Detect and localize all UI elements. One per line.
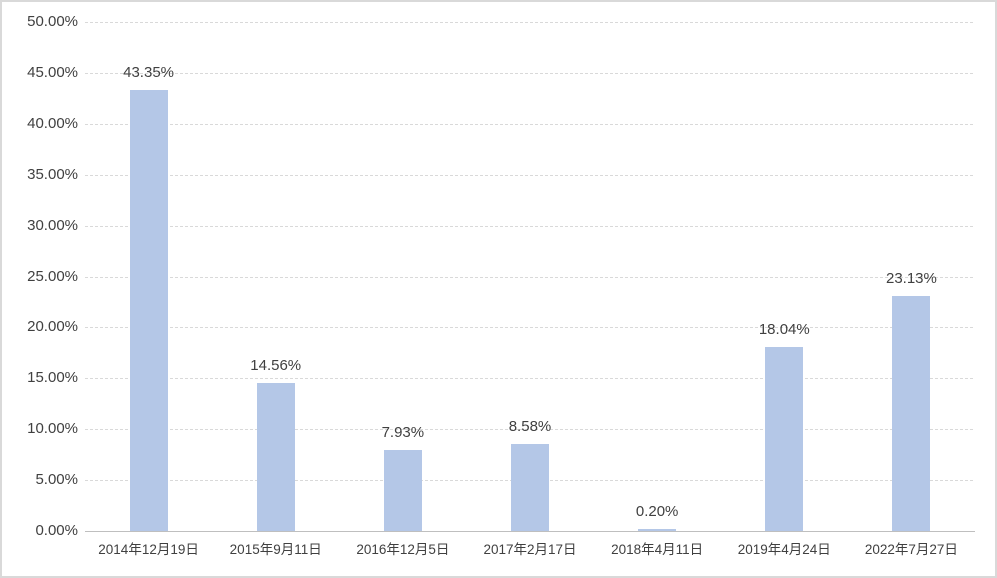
bar bbox=[383, 450, 422, 531]
bar-data-label: 23.13% bbox=[885, 270, 937, 287]
bar-data-label: 18.04% bbox=[758, 321, 810, 338]
y-axis-tick-label: 10.00% bbox=[27, 420, 78, 438]
x-axis-category-label: 2016年12月5日 bbox=[356, 542, 450, 557]
y-axis-tick-label: 45.00% bbox=[27, 63, 78, 81]
gridline bbox=[85, 225, 975, 227]
x-axis-line bbox=[85, 531, 975, 532]
gridline bbox=[85, 123, 975, 125]
x-axis-category-label: 2014年12月19日 bbox=[98, 542, 199, 557]
y-axis-tick-label: 20.00% bbox=[27, 318, 78, 336]
bar bbox=[638, 529, 677, 531]
bar bbox=[892, 296, 931, 531]
y-axis-tick-label: 35.00% bbox=[27, 165, 78, 183]
bar-data-label: 8.58% bbox=[508, 418, 552, 435]
gridline bbox=[85, 276, 975, 278]
y-axis-tick-label: 40.00% bbox=[27, 114, 78, 132]
y-axis-tick-label: 25.00% bbox=[27, 267, 78, 285]
y-axis-tick-label: 50.00% bbox=[27, 13, 78, 30]
x-axis-category-label: 2015年9月11日 bbox=[229, 542, 322, 557]
x-axis-category-label: 2018年4月11日 bbox=[611, 542, 704, 557]
bar bbox=[129, 90, 168, 531]
bar-data-label: 0.20% bbox=[635, 503, 679, 520]
y-axis-tick-label: 5.00% bbox=[35, 471, 78, 489]
gridline bbox=[85, 378, 975, 380]
bar bbox=[765, 347, 804, 531]
bar bbox=[256, 383, 295, 531]
bar-data-label: 7.93% bbox=[381, 424, 425, 441]
gridline bbox=[85, 174, 975, 176]
bar bbox=[511, 444, 549, 531]
bar-data-label: 14.56% bbox=[250, 357, 302, 374]
gridline bbox=[85, 327, 975, 329]
gridline bbox=[85, 22, 975, 23]
x-axis-category-label: 2022年7月27日 bbox=[864, 542, 958, 557]
bar-data-label: 43.35% bbox=[123, 64, 174, 81]
y-axis-tick-label: 15.00% bbox=[27, 369, 78, 387]
gridline bbox=[85, 72, 975, 74]
y-axis-tick-label: 0.00% bbox=[35, 522, 78, 539]
x-axis-category-label: 2019年4月24日 bbox=[737, 542, 831, 557]
x-axis-category-label: 2017年2月17日 bbox=[483, 542, 577, 557]
y-axis-tick-label: 30.00% bbox=[27, 216, 78, 234]
gridline bbox=[85, 429, 975, 431]
